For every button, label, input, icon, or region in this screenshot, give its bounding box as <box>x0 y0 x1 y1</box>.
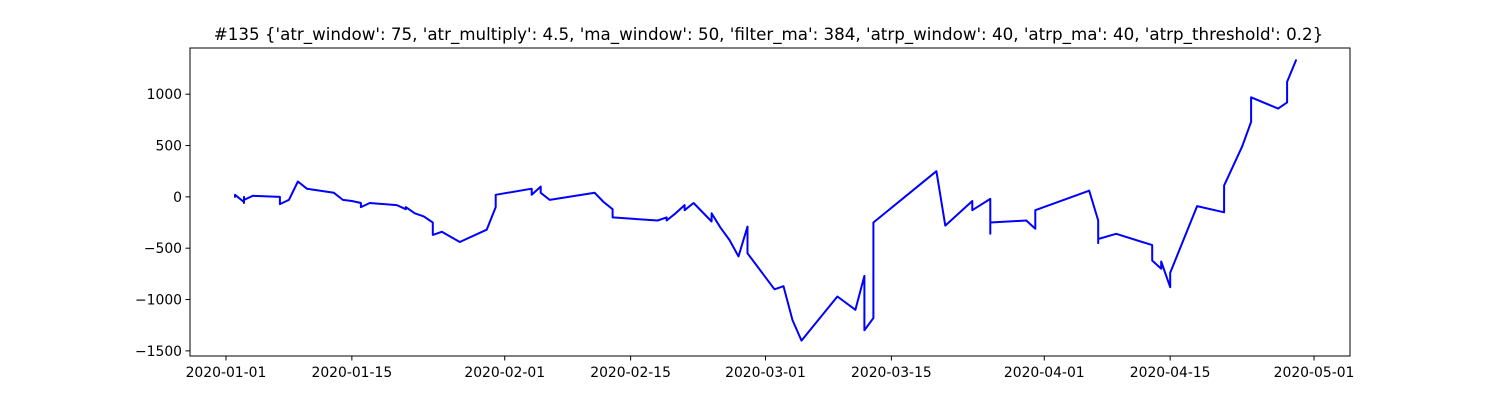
plot-area <box>234 59 1297 342</box>
y-tick-label: −500 <box>144 241 182 257</box>
y-tick-label: −1500 <box>135 344 182 360</box>
x-tick-label: 2020-04-01 <box>1004 365 1085 381</box>
x-tick-label: 2020-05-01 <box>1274 365 1355 381</box>
chart-title: #135 {'atr_window': 75, 'atr_multiply': … <box>214 24 1323 45</box>
x-tick-label: 2020-02-15 <box>590 365 671 381</box>
x-tick-label: 2020-04-15 <box>1130 365 1211 381</box>
y-tick-label: 0 <box>173 190 182 206</box>
x-tick-label: 2020-01-15 <box>311 365 392 381</box>
x-tick-label: 2020-02-01 <box>464 365 545 381</box>
y-tick-label: 500 <box>155 139 182 155</box>
x-tick-label: 2020-01-01 <box>186 365 267 381</box>
series-line <box>234 59 1297 342</box>
y-tick-label: 1000 <box>147 87 182 103</box>
plot-frame <box>189 47 1351 357</box>
x-tick-label: 2020-03-15 <box>851 365 932 381</box>
y-tick-label: −1000 <box>135 293 182 309</box>
x-tick-label: 2020-03-01 <box>725 365 806 381</box>
